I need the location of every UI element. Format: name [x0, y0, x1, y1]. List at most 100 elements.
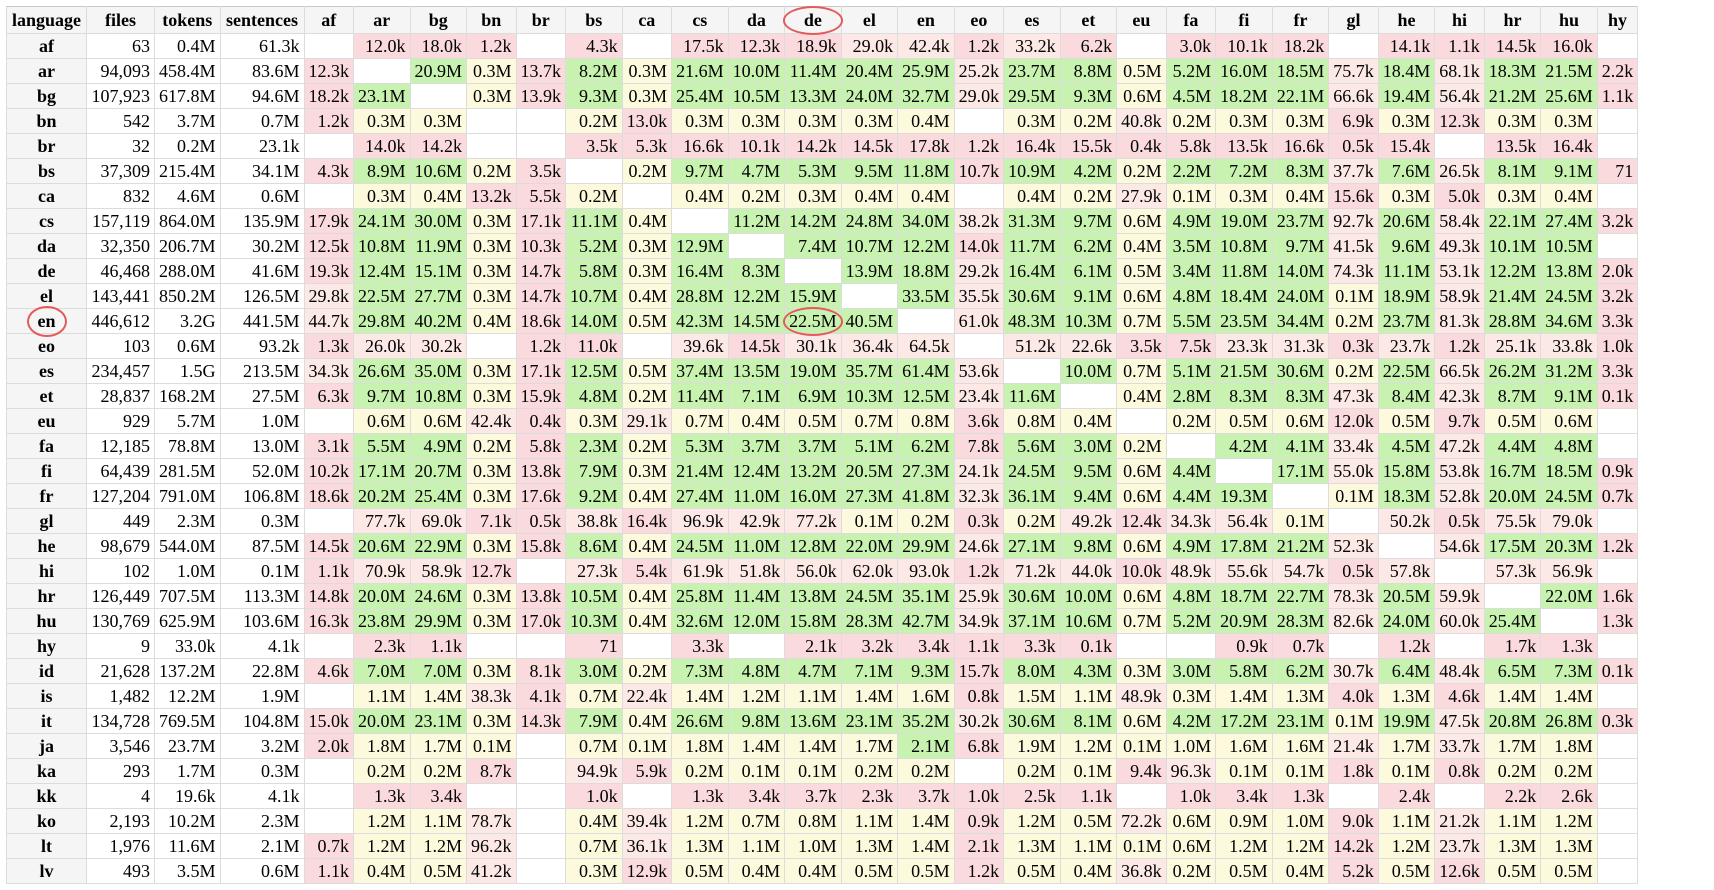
table-cell[interactable]: 1.1k [409, 633, 468, 659]
table-cell[interactable]: 75.5k [1483, 508, 1542, 534]
table-cell[interactable]: 2.3M [565, 433, 623, 459]
table-cell[interactable]: 23.5M [1215, 308, 1273, 334]
table-cell[interactable]: 16.4k [621, 508, 673, 534]
table-cell[interactable]: 8.4M [1377, 383, 1436, 409]
table-cell[interactable]: 48.4k [1434, 658, 1485, 684]
table-cell[interactable]: 0.2M [409, 758, 468, 784]
column-header-he[interactable]: he [1377, 6, 1436, 34]
table-cell[interactable]: 1.4M [409, 683, 468, 709]
table-cell[interactable]: 1,482 [86, 683, 155, 709]
table-cell[interactable]: 34.9k [953, 608, 1005, 634]
table-cell[interactable] [1596, 858, 1639, 884]
table-cell[interactable]: 16.4M [671, 258, 729, 284]
table-cell[interactable]: 0.6M [1271, 408, 1330, 434]
table-cell[interactable]: 4.6M [154, 183, 221, 209]
table-cell[interactable]: 9.4k [1116, 758, 1167, 784]
table-cell[interactable] [1596, 558, 1639, 584]
table-cell[interactable] [671, 208, 729, 234]
table-cell[interactable]: 1.7M [154, 758, 221, 784]
table-cell[interactable]: 26.6M [671, 708, 729, 734]
table-cell[interactable]: 10.7M [565, 283, 623, 309]
table-cell[interactable]: 20.6M [353, 533, 411, 559]
table-cell[interactable]: 1.2M [671, 808, 729, 834]
table-cell[interactable]: 19.9M [1377, 708, 1436, 734]
table-cell[interactable]: 2.3k [840, 783, 899, 809]
table-cell[interactable]: 0.3M [1483, 183, 1542, 209]
table-cell[interactable]: 13.2M [784, 458, 842, 484]
table-cell[interactable]: 8.2M [565, 58, 623, 84]
table-cell[interactable]: 1.3k [1271, 783, 1330, 809]
table-cell[interactable]: 1.4M [1215, 683, 1273, 709]
table-cell[interactable]: 9.1M [1059, 283, 1118, 309]
table-cell[interactable]: 12.3k [727, 33, 786, 59]
table-cell[interactable]: 0.7M [840, 408, 899, 434]
column-header-ca[interactable]: ca [621, 6, 673, 34]
table-cell[interactable]: 5.5M [353, 433, 411, 459]
table-cell[interactable]: 1.2M [1540, 808, 1598, 834]
table-cell[interactable]: 29.8M [353, 308, 411, 334]
table-cell[interactable]: 25.9M [897, 58, 955, 84]
table-cell[interactable]: 0.4M [409, 183, 468, 209]
table-cell[interactable]: 458.4M [154, 58, 221, 84]
table-cell[interactable]: 63 [86, 33, 155, 59]
table-cell[interactable]: 0.3M [1271, 108, 1330, 134]
table-cell[interactable]: 33.4k [1328, 433, 1379, 459]
table-cell[interactable]: 0.6M [1116, 83, 1167, 109]
table-cell[interactable]: 12.5k [303, 233, 355, 259]
table-cell[interactable]: 3.2k [1596, 283, 1639, 309]
table-cell[interactable]: 10.0k [1116, 558, 1167, 584]
table-cell[interactable]: 9.5M [1059, 458, 1118, 484]
table-cell[interactable]: 0.1M [1377, 758, 1436, 784]
table-cell[interactable]: 1.3M [1540, 833, 1598, 859]
table-cell[interactable]: 0.5k [1328, 558, 1379, 584]
table-cell[interactable]: 1.0M [1271, 808, 1330, 834]
table-cell[interactable]: 8.3M [1271, 158, 1330, 184]
table-cell[interactable]: 707.5M [154, 583, 221, 609]
table-cell[interactable]: 22.1M [1483, 208, 1542, 234]
table-cell[interactable]: 1.4M [897, 833, 955, 859]
table-cell[interactable]: 9.4M [1059, 483, 1118, 509]
table-cell[interactable]: 8.6M [565, 533, 623, 559]
table-cell[interactable]: 5.2M [1165, 608, 1217, 634]
table-cell[interactable]: 1.1k [303, 858, 355, 884]
table-cell[interactable]: 35.0M [409, 358, 468, 384]
table-cell[interactable]: 3.4k [1215, 783, 1273, 809]
table-cell[interactable]: 12.2M [1483, 258, 1542, 284]
table-cell[interactable]: 18.6k [303, 483, 355, 509]
table-cell[interactable]: 0.4M [353, 858, 411, 884]
table-cell[interactable]: 157,119 [86, 208, 155, 234]
table-cell[interactable]: 30.6M [1003, 283, 1061, 309]
table-cell[interactable]: 9.2M [565, 483, 623, 509]
table-cell[interactable]: 54.7k [1271, 558, 1330, 584]
table-cell[interactable]: 23.7M [1377, 308, 1436, 334]
table-cell[interactable] [1596, 433, 1639, 459]
table-cell[interactable]: 13.5M [727, 358, 786, 384]
table-cell[interactable]: 213.5M [219, 358, 305, 384]
table-cell[interactable]: 769.5M [154, 708, 221, 734]
table-cell[interactable]: 10.6M [409, 158, 468, 184]
table-cell[interactable]: 21.5M [1215, 358, 1273, 384]
table-cell[interactable]: 19.4M [1377, 83, 1436, 109]
table-cell[interactable]: 1.2M [1377, 833, 1436, 859]
table-cell[interactable]: 11.4M [727, 583, 786, 609]
table-cell[interactable] [1596, 808, 1639, 834]
table-cell[interactable] [840, 283, 899, 309]
table-cell[interactable]: 1.8k [1328, 758, 1379, 784]
table-cell[interactable]: 11.9M [409, 233, 468, 259]
table-cell[interactable]: 0.2M [621, 433, 673, 459]
table-cell[interactable]: 14.2k [784, 133, 842, 159]
table-cell[interactable]: 168.2M [154, 383, 221, 409]
table-cell[interactable]: 10.5M [565, 583, 623, 609]
table-cell[interactable]: 64,439 [86, 458, 155, 484]
table-cell[interactable] [1003, 358, 1061, 384]
table-cell[interactable]: 15.8M [784, 608, 842, 634]
table-cell[interactable]: 12.6k [1434, 858, 1485, 884]
table-cell[interactable]: 17.6k [515, 483, 567, 509]
table-cell[interactable]: 19.3k [303, 258, 355, 284]
table-cell[interactable]: 4.4M [1165, 458, 1217, 484]
table-cell[interactable]: 20.0M [1483, 483, 1542, 509]
table-cell[interactable]: 126.5M [219, 283, 305, 309]
table-cell[interactable]: 21.5M [1540, 58, 1598, 84]
table-cell[interactable]: 8.1M [1059, 708, 1118, 734]
table-cell[interactable]: 15.6k [1328, 183, 1379, 209]
